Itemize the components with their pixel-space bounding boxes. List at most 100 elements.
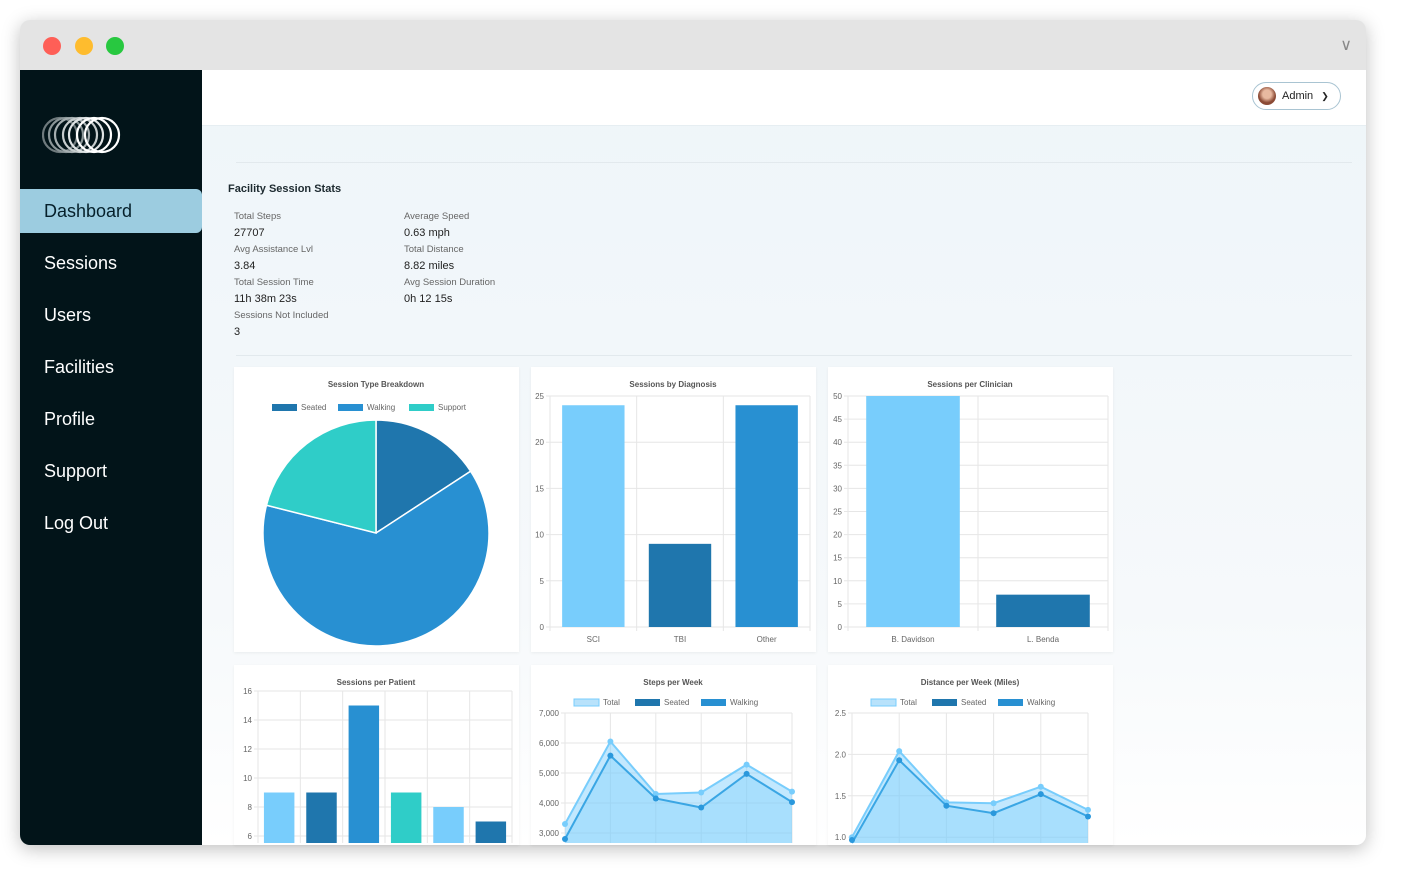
- bar: [996, 594, 1090, 627]
- close-window-button[interactable]: [43, 37, 61, 55]
- sidebar-item-sessions[interactable]: Sessions: [44, 253, 118, 273]
- y-tick-label: 45: [833, 415, 842, 424]
- y-tick-label: 10: [243, 774, 252, 783]
- y-tick-label: 25: [535, 392, 544, 401]
- line-total: [851, 749, 1089, 838]
- stat-value: 0h 12 15s: [404, 293, 453, 305]
- point-walking: [789, 799, 795, 806]
- legend-label: Seated: [301, 403, 326, 412]
- chevron-down-icon[interactable]: ∨: [1340, 37, 1352, 54]
- chart-title: Sessions by Diagnosis: [629, 380, 717, 389]
- legend-label: Seated: [664, 698, 689, 707]
- y-tick-label: 4,000: [539, 799, 560, 808]
- chart-title: Sessions per Clinician: [927, 380, 1012, 389]
- y-tick-label: 5,000: [539, 769, 560, 778]
- x-tick-label: SCI: [587, 635, 600, 644]
- sidebar-item-profile[interactable]: Profile: [44, 409, 96, 429]
- y-tick-label: 2.0: [835, 750, 847, 759]
- legend-label: Total: [603, 698, 620, 707]
- y-tick-label: 5: [838, 600, 843, 609]
- y-tick-label: 5: [540, 577, 545, 586]
- point-walking: [1037, 791, 1044, 798]
- point-walking: [1085, 813, 1091, 820]
- stat-label: Avg Session Duration: [404, 277, 496, 288]
- y-tick-label: 0: [540, 623, 545, 632]
- legend-label: Seated: [961, 698, 986, 707]
- y-tick-label: 3,000: [539, 829, 560, 838]
- sidebar: Dashboard Sessions Users Facilities Profile S…: [20, 70, 202, 845]
- rings-logo[interactable]: [42, 115, 124, 155]
- chart-card-patient: Sessions per Patient 6 8 10 12 14 16: [234, 665, 519, 845]
- point-walking: [849, 837, 855, 843]
- y-tick-label: 10: [535, 531, 544, 540]
- sidebar-item-log-out[interactable]: Log Out: [44, 513, 109, 533]
- chart-title: Session Type Breakdown: [328, 380, 424, 389]
- chart-title: Sessions per Patient: [337, 678, 416, 687]
- y-tick-label: 12: [243, 745, 252, 754]
- main-content: Admin ❯ Facility Session Stats Total Ste…: [202, 70, 1366, 845]
- line-total: [564, 739, 793, 825]
- avatar: [1258, 87, 1276, 105]
- y-tick-label: 2.5: [835, 709, 847, 718]
- chart-title: Distance per Week (Miles): [921, 678, 1020, 687]
- y-tick-label: 40: [833, 438, 842, 447]
- bar: [306, 792, 337, 843]
- stat-label: Sessions Not Included: [234, 310, 329, 321]
- y-tick-label: 6: [248, 832, 253, 841]
- top-bar: Admin ❯: [202, 70, 1366, 126]
- y-tick-label: 20: [833, 531, 842, 540]
- chevron-down-icon: ❯: [1321, 90, 1329, 101]
- title-bar: ∨: [20, 20, 1366, 70]
- user-menu-button[interactable]: Admin ❯: [1252, 82, 1341, 110]
- sidebar-item-users[interactable]: Users: [44, 305, 92, 325]
- chart-card-steps: Steps per Week 3,000 4,000 5,000 6,000 7,000 T…: [531, 665, 816, 845]
- stats-left-column: Total Steps 27707 Avg Assistance Lvl 3.84 To…: [234, 211, 329, 343]
- legend-swatch: [573, 698, 600, 707]
- sidebar-item-support[interactable]: Support: [44, 461, 108, 481]
- x-tick-label: Other: [757, 635, 777, 644]
- stat-value: 0.63 mph: [404, 227, 450, 239]
- point-total: [743, 761, 750, 768]
- maximize-window-button[interactable]: [106, 37, 124, 55]
- legend-label: Walking: [1027, 698, 1055, 707]
- y-tick-label: 16: [243, 687, 252, 696]
- stat-label: Total Steps: [234, 211, 281, 222]
- point-walking: [607, 752, 614, 759]
- y-tick-label: 1.0: [835, 833, 847, 842]
- area-total: [852, 751, 1088, 843]
- point-total: [562, 821, 568, 827]
- stat-label: Total Distance: [404, 244, 464, 255]
- pie-slice-seated: [375, 419, 472, 535]
- y-tick-label: 7,000: [539, 709, 560, 718]
- x-tick-label: B. Davidson: [891, 635, 934, 644]
- point-total: [1037, 783, 1044, 790]
- legend-swatch: [635, 699, 660, 706]
- point-walking: [743, 770, 750, 777]
- bar: [390, 792, 422, 843]
- app-window: ∨ Dashboard Sessions Users Facilities Profil…: [20, 20, 1366, 845]
- chart-card-clinician: Sessions per Clinician 0 5 10 15 20 25 30 35 40 45…: [828, 367, 1113, 652]
- legend-label: Walking: [730, 698, 758, 707]
- chart-card-distance: Distance per Week (Miles) 1.0 1.5 2.0 2.5 Tot…: [828, 665, 1113, 845]
- legend-label: Support: [438, 403, 467, 412]
- legend-swatch: [338, 404, 363, 411]
- pie-slice-support: [265, 419, 377, 534]
- stats-title: Facility Session Stats: [228, 183, 342, 195]
- y-tick-label: 25: [833, 508, 842, 517]
- minimize-window-button[interactable]: [75, 37, 93, 55]
- legend-swatch: [932, 699, 957, 706]
- legend-swatch: [998, 699, 1023, 706]
- divider: [236, 162, 1352, 163]
- y-tick-label: 15: [833, 554, 842, 563]
- sidebar-item-dashboard[interactable]: Dashboard: [20, 189, 202, 233]
- bar: [263, 792, 295, 843]
- sidebar-item-facilities[interactable]: Facilities: [44, 357, 115, 377]
- bar: [562, 405, 625, 627]
- legend-label: Total: [900, 698, 917, 707]
- point-total: [789, 788, 795, 795]
- area-walking: [565, 755, 792, 843]
- y-tick-label: 10: [833, 577, 842, 586]
- y-tick-label: 50: [833, 392, 842, 401]
- point-total: [652, 791, 659, 797]
- legend-swatch: [272, 404, 297, 411]
